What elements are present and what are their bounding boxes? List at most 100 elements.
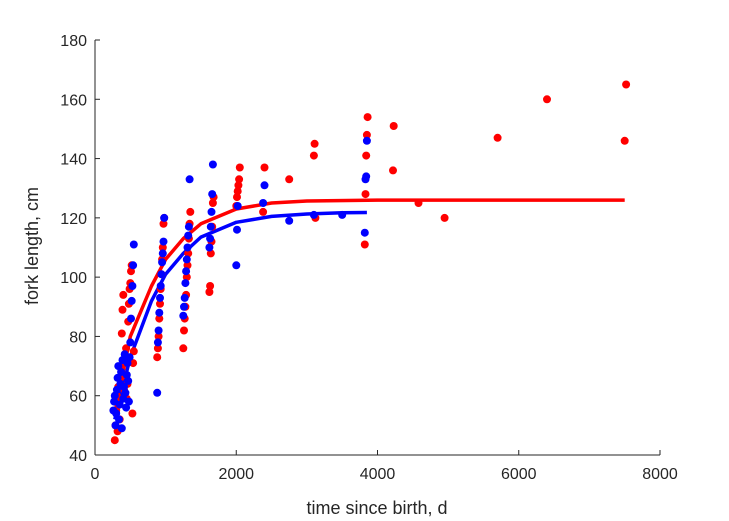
- data-point-series-1: [158, 243, 167, 252]
- data-point-series-2: [129, 261, 138, 270]
- data-point-series-1: [128, 409, 137, 418]
- data-point-series-1: [543, 95, 551, 104]
- data-point-series-1: [159, 219, 168, 228]
- y-tick-label: 140: [60, 152, 87, 169]
- data-point-series-2: [182, 267, 191, 276]
- data-point-series-1: [363, 113, 372, 122]
- data-point-series-2: [233, 202, 242, 210]
- data-point-series-2: [129, 240, 138, 249]
- data-point-series-2: [160, 213, 169, 222]
- data-point-series-2: [126, 338, 135, 347]
- data-point-series-1: [620, 136, 629, 145]
- data-point-series-1: [414, 199, 423, 207]
- data-point-series-2: [121, 388, 130, 397]
- data-point-series-2: [184, 222, 193, 231]
- x-axis-label: time since birth, d: [306, 498, 447, 518]
- data-point-series-2: [183, 243, 192, 252]
- data-point-series-1: [129, 347, 138, 356]
- data-point-series-1: [362, 151, 371, 160]
- y-tick-label: 40: [69, 448, 87, 465]
- x-tick-label: 2000: [218, 466, 254, 483]
- data-point-series-2: [179, 311, 188, 320]
- data-point-series-2: [180, 302, 188, 311]
- data-point-series-2: [153, 338, 162, 347]
- data-points: [109, 80, 631, 445]
- data-point-series-2: [155, 308, 164, 317]
- data-point-series-2: [232, 261, 241, 270]
- x-tick-label: 6000: [501, 466, 537, 483]
- data-point-series-1: [235, 175, 244, 184]
- data-point-series-1: [156, 299, 164, 308]
- data-point-series-1: [235, 163, 244, 172]
- data-point-series-2: [208, 190, 217, 199]
- fit-curves: [113, 198, 625, 420]
- y-tick-label: 120: [60, 211, 87, 228]
- y-tick-label: 160: [60, 92, 87, 109]
- y-tick-label: 80: [69, 329, 87, 346]
- data-point-series-2: [115, 400, 124, 409]
- data-point-series-1: [129, 359, 138, 368]
- data-point-series-2: [205, 243, 214, 252]
- data-point-series-1: [119, 290, 128, 299]
- data-point-series-2: [259, 199, 268, 207]
- y-axis-label: fork length, cm: [22, 187, 42, 305]
- data-point-series-1: [184, 249, 193, 258]
- x-tick-label: 4000: [360, 466, 396, 483]
- data-point-series-2: [338, 210, 347, 219]
- data-point-series-2: [125, 353, 134, 362]
- data-point-series-1: [362, 130, 371, 139]
- data-point-series-2: [111, 421, 120, 430]
- data-point-series-1: [233, 187, 242, 196]
- data-point-series-2: [362, 136, 371, 145]
- data-point-series-2: [208, 160, 217, 169]
- data-point-series-1: [153, 344, 162, 353]
- data-point-series-2: [113, 373, 122, 382]
- y-tick-label: 100: [60, 270, 87, 287]
- data-point-series-1: [622, 80, 631, 89]
- data-point-series-2: [127, 314, 135, 323]
- data-point-series-2: [127, 296, 136, 305]
- data-point-series-2: [112, 385, 121, 394]
- data-point-series-2: [124, 376, 133, 385]
- data-point-series-1: [154, 332, 163, 341]
- data-point-series-1: [360, 240, 369, 249]
- data-point-series-1: [118, 305, 127, 314]
- data-point-series-2: [158, 249, 167, 258]
- y-tick-label: 60: [69, 389, 87, 406]
- data-point-series-1: [233, 193, 241, 202]
- fit-curve-2: [113, 210, 367, 420]
- fit-curve-1: [113, 198, 625, 414]
- data-point-series-2: [181, 279, 190, 288]
- x-tick-label: 0: [91, 466, 100, 483]
- data-point-series-1: [309, 151, 318, 160]
- data-point-series-2: [157, 270, 166, 279]
- data-point-series-1: [361, 190, 370, 199]
- data-point-series-1: [186, 207, 195, 216]
- data-point-series-2: [159, 237, 168, 246]
- data-point-series-1: [260, 163, 269, 172]
- data-point-series-1: [493, 133, 502, 142]
- data-point-series-2: [122, 403, 131, 412]
- axes: 0 2000 4000 6000 8000 40 60 80 100 120 140 160 180: [60, 33, 678, 483]
- data-point-series-2: [182, 255, 191, 264]
- data-point-series-2: [120, 382, 128, 391]
- data-point-series-2: [184, 231, 193, 240]
- data-point-series-1: [285, 175, 294, 184]
- data-point-series-1: [153, 353, 162, 362]
- data-point-series-1: [389, 166, 397, 175]
- data-point-series-2: [158, 258, 167, 267]
- data-point-series-1: [389, 122, 398, 130]
- data-point-series-2: [206, 222, 215, 231]
- data-point-series-1: [117, 329, 126, 338]
- data-point-series-2: [156, 282, 165, 290]
- data-point-series-2: [180, 293, 189, 302]
- data-point-series-1: [110, 436, 119, 445]
- y-tick-label: 180: [60, 33, 87, 50]
- axis-labels: time since birth, d fork length, cm: [22, 187, 448, 518]
- data-point-series-2: [233, 225, 241, 234]
- data-point-series-2: [260, 181, 269, 190]
- data-point-series-2: [185, 175, 194, 184]
- data-point-series-2: [124, 397, 133, 406]
- data-point-series-2: [285, 216, 294, 225]
